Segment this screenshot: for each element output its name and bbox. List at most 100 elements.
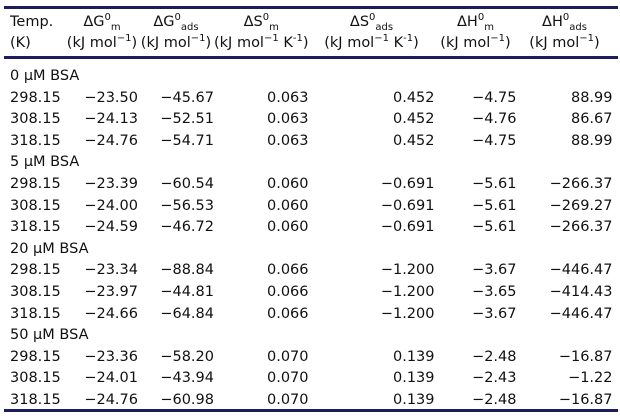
table-cell: −269.27 [549,197,613,214]
table-cell: −1.200 [380,283,435,300]
unit: (kJ mol [529,35,580,51]
column-header-symbol: Temp. [10,12,66,33]
table-cell: −5.61 [472,197,517,214]
unit-kelvin: K [388,35,404,51]
unit: (kJ mol [66,35,117,51]
table-cell: 318.15 [10,305,61,322]
table-row: 298.15 −23.34 −88.84 0.066 −1.200 −3.67 −446.4… [10,260,613,282]
table-row: 318.15 −24.66 −64.84 0.066 −1.200 −3.67 −446.4… [10,304,613,326]
symbol: ΔH [457,14,478,30]
table-cell: 298.15 [10,348,61,365]
unit-close: ) [594,35,600,51]
table-cell: −266.37 [549,175,613,192]
table-cell: −0.691 [380,197,435,214]
subscript: m [269,21,279,33]
subscript: ads [375,21,394,33]
table-cell: −23.50 [84,89,138,106]
table-cell: −60.98 [160,391,214,408]
table-cell: 308.15 [10,197,61,214]
unit-exponent: −1 [579,33,595,45]
table-row: 308.15 −24.13 −52.51 0.063 0.452 −4.76 86.67 [10,109,613,131]
table-cell: −24.76 [84,391,138,408]
table-cell: 0.070 [266,348,309,365]
group-label: 20 μM BSA [10,240,89,257]
subscript: m [484,21,494,33]
unit: (kJ mol [214,35,264,51]
unit-close: ) [302,35,309,51]
subscript: m [110,21,121,33]
table-cell: −45.67 [160,89,214,106]
unit-close: ) [413,35,419,51]
table-cell: 0.066 [266,305,309,322]
table-cell: 0.066 [266,283,309,300]
symbol: ΔH [542,14,563,30]
symbol: ΔS [243,14,263,30]
group-label: 5 μM BSA [10,154,80,171]
table-cell: 0.139 [392,370,435,387]
table-row: 318.15 −24.59 −46.72 0.060 −0.691 −5.61 −266.3… [10,217,613,239]
unit-exponent: −1 [490,33,506,45]
table-row: 298.15 −23.36 −58.20 0.070 0.139 −2.48 −16.87 [10,347,613,369]
column-header-unit: (kJ mol−1 K-1) [309,33,435,54]
subscript: ads [180,21,199,33]
table-cell: 0.139 [392,391,435,408]
table-cell: 0.452 [392,132,435,149]
table-cell: −446.47 [549,305,613,322]
table-cell: −266.37 [549,219,613,236]
superscript: 0 [262,12,270,24]
symbol: Temp. [10,14,54,30]
table-cell: −46.72 [160,219,214,236]
table-cell: −43.94 [160,370,214,387]
table-cell: −24.01 [84,370,138,387]
table-cell: −1.200 [380,262,435,279]
unit-close: ) [505,35,511,51]
table-cell: 0.063 [266,89,309,106]
table-cell: −2.48 [472,391,517,408]
table-cell: −5.61 [472,175,517,192]
table-cell: −1.200 [380,305,435,322]
table-cell: 86.67 [570,111,613,128]
group-row: 20 μM BSA [10,239,613,261]
subscript: ads [569,21,587,33]
column-header-unit: (kJ mol−1) [517,33,613,54]
table-cell: −2.48 [472,348,517,365]
table-cell: −60.54 [160,175,214,192]
group-row: 5 μM BSA [10,152,613,174]
table-row: 318.15 −24.76 −54.71 0.063 0.452 −4.75 88.99 [10,131,613,153]
column-header-unit: (kJ mol−1) [138,33,214,54]
table-row: 308.15 −23.97 −44.81 0.066 −1.200 −3.65 −414.4… [10,282,613,304]
table-cell: 0.063 [266,132,309,149]
table-cell: −23.39 [84,175,138,192]
group-label: 0 μM BSA [10,68,80,84]
table-cell: 298.15 [10,175,61,192]
table-cell: −56.53 [160,197,214,214]
group-row: 50 μM BSA [10,325,613,347]
superscript: 0 [174,12,181,24]
table-cell: −24.66 [84,305,138,322]
table-cell: −5.61 [472,219,517,236]
table-cell: 0.452 [392,111,435,128]
top-rule [4,6,618,9]
table-cell: 0.060 [266,175,309,192]
table-cell: −16.87 [558,391,613,408]
header-rule [4,56,618,59]
table-cell: 0.066 [266,262,309,279]
unit: (K) [10,35,31,51]
table-cell: 308.15 [10,111,61,128]
group-label: 50 μM BSA [10,327,89,344]
column-header-symbol: ΔG0m [66,12,138,33]
table-cell: −3.65 [472,283,517,300]
table-cell: 308.15 [10,283,61,300]
table-cell: 298.15 [10,262,61,279]
table-row: 308.15 −24.01 −43.94 0.070 0.139 −2.43 −1.22 [10,368,613,390]
unit-exponent: −1 [374,33,389,45]
unit-kelvin: K [278,35,293,51]
table-cell: 298.15 [10,89,61,106]
superscript: 0 [104,12,111,24]
column-header-unit: (kJ mol−1) [66,33,138,54]
table-cell: −446.47 [549,262,613,279]
table-cell: 88.99 [570,132,613,149]
superscript: 0 [562,12,570,24]
table-cell: 0.060 [266,197,309,214]
group-row: 0 μM BSA [10,66,613,88]
